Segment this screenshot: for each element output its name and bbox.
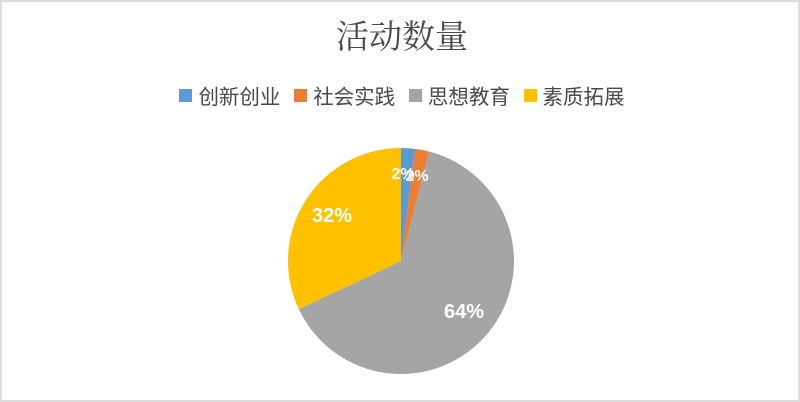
svg-text:2%: 2%: [405, 168, 428, 185]
svg-text:32%: 32%: [312, 205, 352, 227]
svg-text:64%: 64%: [444, 301, 484, 323]
